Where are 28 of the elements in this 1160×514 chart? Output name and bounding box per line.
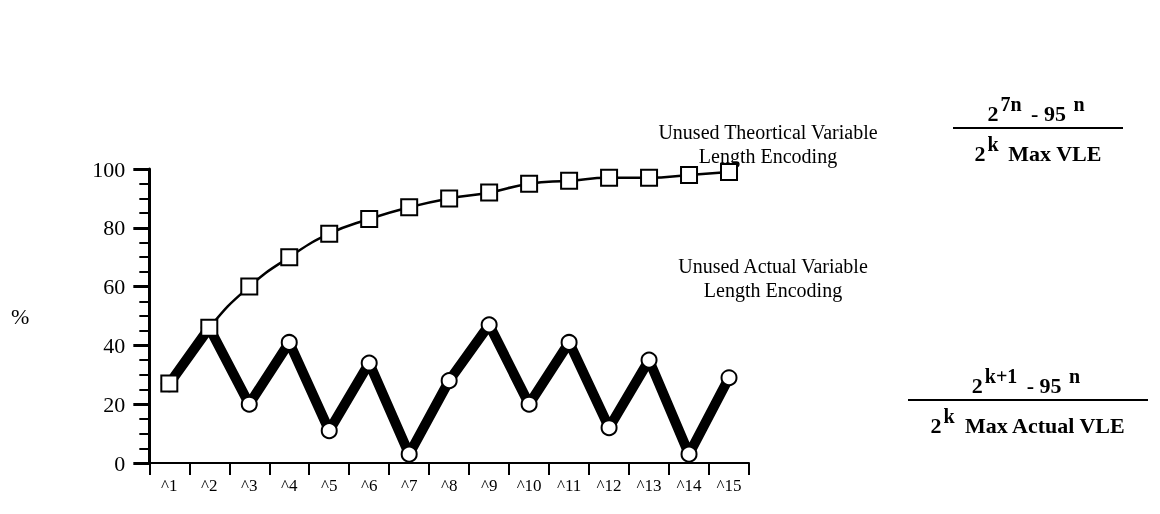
- x-tick-label: ^13: [636, 476, 662, 495]
- y-tick-label: 60: [103, 274, 126, 300]
- text: 2k Max Actual VLE: [930, 405, 1125, 438]
- x-tick-label: ^3: [241, 476, 258, 495]
- text: 27n - 95 n: [987, 93, 1085, 126]
- x-tick-label: ^9: [480, 476, 498, 495]
- x-tick-label: ^6: [360, 476, 378, 495]
- x-tick-label: ^2: [201, 476, 218, 495]
- x-tick-label: ^15: [716, 476, 742, 495]
- x-tick-label: ^1: [161, 476, 178, 495]
- x-tick-label: ^12: [596, 476, 622, 495]
- y-tick-label: 80: [103, 215, 126, 241]
- x-tick-label: ^4: [281, 476, 298, 495]
- x-tick-label: ^14: [676, 476, 703, 495]
- y-tick-label: 0: [114, 450, 126, 476]
- x-tick-label: ^7: [400, 476, 418, 495]
- y-tick-label: 100: [92, 156, 126, 182]
- x-tick-label: ^10: [516, 476, 542, 495]
- series-label: Unused Theortical Variable Length Encoding: [658, 121, 878, 168]
- y-tick-label: 20: [103, 391, 126, 417]
- x-tick-label: ^5: [320, 476, 338, 495]
- text: 2k Max VLE: [974, 133, 1102, 166]
- x-tick-label: ^8: [440, 476, 458, 495]
- y-tick-label: 40: [103, 332, 126, 358]
- x-tick-label: ^11: [556, 476, 582, 495]
- text: 2k+1 - 95 n: [971, 365, 1081, 398]
- text: Unused Actual Variable Length Encoding: [678, 255, 868, 302]
- y-axis-title: %: [11, 303, 30, 329]
